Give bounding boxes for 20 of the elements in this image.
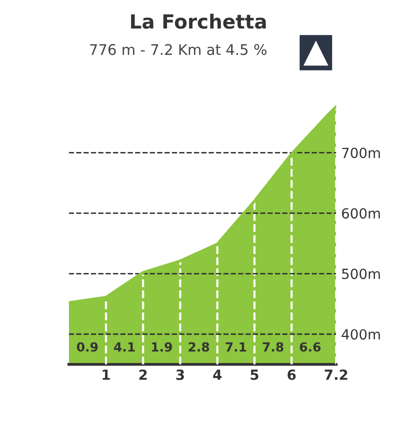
x-tick-label: 6 — [288, 369, 296, 380]
y-tick-label: 500m — [342, 268, 380, 280]
annotation: 0.9 — [76, 342, 98, 352]
annotation: 7.8 — [262, 342, 284, 352]
annotation: 7.1 — [226, 342, 246, 352]
y-tick-label: 400m — [342, 329, 380, 340]
x-tick-label: 7.2 — [324, 369, 348, 380]
x-tick-label: 1 — [102, 370, 110, 380]
x-tick-label: 2 — [139, 369, 147, 380]
annotation: 4.1 — [114, 342, 135, 352]
x-tick-label: 5 — [250, 370, 258, 380]
y-tick-label: 700m — [342, 148, 380, 158]
x-tick-label: 4 — [213, 370, 222, 380]
annotation: 1.9 — [152, 342, 172, 352]
x-tick-label: 3 — [176, 369, 184, 380]
chart-title: La Forchetta — [131, 14, 266, 29]
annotation: 6.6 — [300, 342, 321, 352]
chart-subtitle: 776 m - 7.2 Km at 4.5 % — [90, 44, 267, 56]
annotation: 2.8 — [188, 342, 210, 352]
y-tick-label: 600m — [342, 208, 380, 219]
